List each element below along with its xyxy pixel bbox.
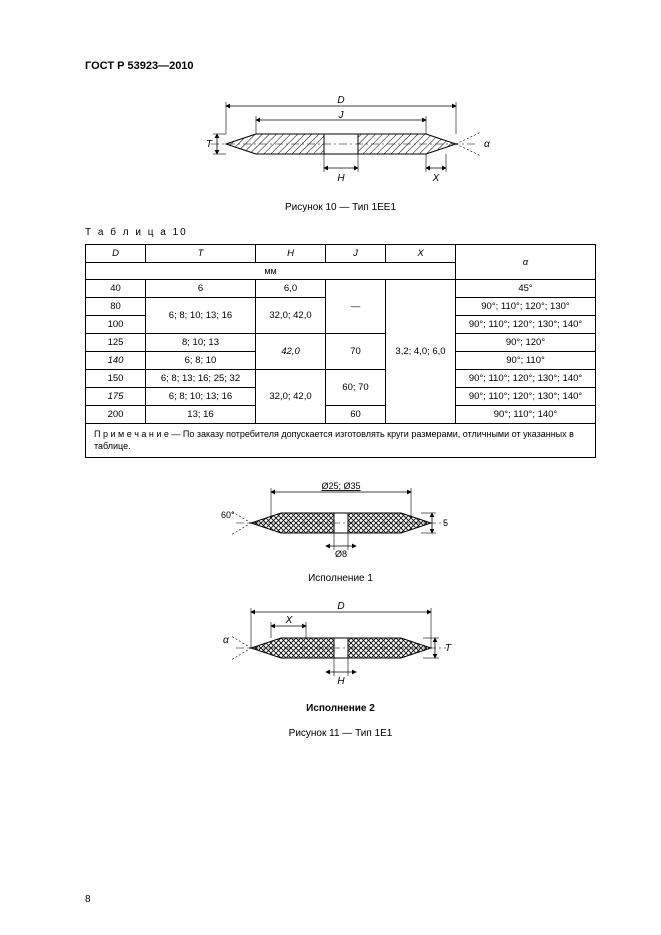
- fig11a-five: 5: [443, 518, 448, 528]
- fig11b-X: X: [284, 615, 292, 626]
- cell: 90°; 110°; 120°; 130°; 140°: [456, 370, 596, 388]
- cell: 200: [86, 406, 146, 424]
- th-H: H: [256, 245, 326, 263]
- cell: 40: [86, 280, 146, 298]
- cell: 6: [146, 280, 256, 298]
- cell: 60: [326, 406, 386, 424]
- cell: 45°: [456, 280, 596, 298]
- fig10-J: J: [337, 110, 344, 121]
- cell: 90°; 110°: [456, 352, 596, 370]
- cell: 140: [86, 352, 146, 370]
- fig11a-dim2: Ø8: [334, 549, 346, 558]
- cell: 6; 8; 10; 13; 16: [146, 388, 256, 406]
- cell: 80: [86, 298, 146, 316]
- cell: 42,0: [281, 346, 300, 357]
- cell: 8; 10; 13: [146, 334, 256, 352]
- cell: 70: [326, 334, 386, 370]
- figure-10-caption: Рисунок 10 — Тип 1EE1: [85, 202, 596, 213]
- fig11a-ang60: 60°: [221, 510, 235, 520]
- cell: 90°; 110°; 120°; 130°; 140°: [456, 388, 596, 406]
- fig10-T: T: [205, 139, 212, 150]
- note-cell: П р и м е ч а н и е — По заказу потребит…: [86, 424, 596, 458]
- table-row: 150 6; 8; 13; 16; 25; 32 32,0; 42,0 60; …: [86, 370, 596, 388]
- fig10-alpha: α: [484, 139, 490, 150]
- page-number: 8: [85, 894, 91, 905]
- figure-10-svg: D J H X T α: [191, 92, 491, 187]
- exec2-label: Исполнение 2: [85, 703, 596, 714]
- cell: 90°; 110°; 120°; 130°; 140°: [456, 316, 596, 334]
- cell: 32,0; 42,0: [269, 391, 311, 402]
- cell: 150: [86, 370, 146, 388]
- fig10-H: H: [337, 173, 345, 184]
- th-X: X: [386, 245, 456, 263]
- fig10-D: D: [337, 95, 344, 106]
- table-row: 40 6 6,0 — 3,2; 4,0; 6,0 45°: [86, 280, 596, 298]
- fig11b-D: D: [337, 601, 344, 612]
- cell: 6; 8; 13; 16; 25; 32: [146, 370, 256, 388]
- cell: —: [326, 280, 386, 334]
- cell: 3,2; 4,0; 6,0: [386, 280, 456, 424]
- table-row: 125 8; 10; 13 42,0 70 90°; 120°: [86, 334, 596, 352]
- th-alpha: α: [456, 245, 596, 280]
- figure-11b-svg: D X H T α: [211, 598, 471, 688]
- cell: 32,0; 42,0: [269, 310, 311, 321]
- cell: 6; 8; 10; 13; 16: [146, 298, 256, 334]
- figure-11-caption: Рисунок 11 — Тип 1E1: [85, 728, 596, 739]
- cell: 13; 16: [146, 406, 256, 424]
- cell: 90°; 110°; 140°: [456, 406, 596, 424]
- doc-header: ГОСТ Р 53923—2010: [85, 60, 596, 72]
- cell: 90°; 110°; 120°; 130°: [456, 298, 596, 316]
- figure-11-exec2: D X H T α: [85, 598, 596, 693]
- cell: 60; 70: [326, 370, 386, 406]
- fig11b-H: H: [337, 676, 345, 687]
- figure-11-exec1: Ø25; Ø35 Ø8 5 60°: [85, 478, 596, 563]
- cell: 90°; 120°: [456, 334, 596, 352]
- fig10-X: X: [431, 173, 439, 184]
- cell: 175: [86, 388, 146, 406]
- cell: 100: [86, 316, 146, 334]
- cell: 125: [86, 334, 146, 352]
- fig11a-dim1: Ø25; Ø35: [321, 481, 360, 491]
- figure-10: D J H X T α: [85, 92, 596, 192]
- figure-11a-svg: Ø25; Ø35 Ø8 5 60°: [211, 478, 471, 558]
- exec1-label: Исполнение 1: [85, 573, 596, 584]
- table-10: D T H J X α мм 40 6 6,0 — 3,2; 4,0; 6,0 …: [85, 244, 596, 458]
- th-D: D: [86, 245, 146, 263]
- table-header-row: D T H J X α: [86, 245, 596, 263]
- table-row: 200 13; 16 60 90°; 110°; 140°: [86, 406, 596, 424]
- th-J: J: [326, 245, 386, 263]
- cell: 6; 8; 10: [146, 352, 256, 370]
- unit-cell: мм: [86, 263, 456, 280]
- fig11b-alpha: α: [223, 635, 229, 646]
- fig11b-T: T: [445, 643, 452, 654]
- table-note-row: П р и м е ч а н и е — По заказу потребит…: [86, 424, 596, 458]
- table-10-label: Т а б л и ц а 10: [85, 227, 596, 238]
- cell: 6,0: [256, 280, 326, 298]
- th-T: T: [146, 245, 256, 263]
